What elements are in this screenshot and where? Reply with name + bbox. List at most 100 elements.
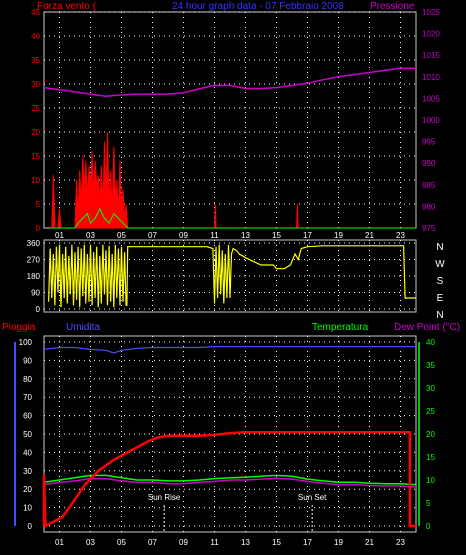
wind-speed-tick: 0 [36, 224, 41, 233]
hour-tick: 01 [55, 538, 64, 547]
hour-tick: 17 [303, 231, 312, 240]
sun-annotations: Sun Rise Sun Set [148, 493, 327, 532]
wind-speed-tick: 10 [31, 176, 40, 185]
hour-tick: 11 [210, 231, 219, 240]
hour-tick: 07 [148, 538, 157, 547]
wind-speed-tick: 5 [36, 200, 41, 209]
direction-tick: 360 [27, 239, 41, 248]
hour-axis-top: 01 03 05 07 09 11 13 15 17 19 21 23 [55, 231, 405, 240]
wind-speed-axis: 0 5 10 15 20 25 30 35 40 45 [31, 8, 40, 233]
hour-tick: 21 [365, 538, 374, 547]
compass-label: S [437, 276, 444, 287]
pressure-label: Pressione [370, 1, 415, 12]
humidity-label: Umidita [66, 322, 100, 333]
direction-tick: 180 [27, 272, 41, 281]
temperature-tick: 0 [426, 522, 431, 531]
wind-speed-tick: 35 [31, 56, 40, 65]
humidity-series [43, 346, 416, 354]
temperature-axis: 0 5 10 15 20 25 30 35 40 [418, 338, 435, 531]
rain-humidity-tick: 30 [23, 467, 32, 476]
hour-tick: 07 [148, 231, 157, 240]
wind-average-series [51, 207, 416, 229]
pressure-tick: 1025 [422, 8, 440, 17]
sunset-label: Sun Set [298, 493, 327, 502]
hour-axis-bottom: 01 03 05 07 09 11 13 15 17 19 21 23 [55, 538, 405, 547]
rain-humidity-grid [14, 336, 416, 532]
hour-tick: 17 [303, 538, 312, 547]
wind-speed-tick: 40 [31, 32, 40, 41]
wind-speed-tick: 25 [31, 104, 40, 113]
rain-humidity-temp-series [42, 346, 417, 529]
hour-tick: 15 [272, 231, 281, 240]
pressure-axis: 975 980 985 990 995 1000 1005 1010 1015 1020 1025 [422, 8, 440, 233]
hour-tick: 03 [86, 538, 95, 547]
pressure-tick: 1010 [422, 73, 440, 82]
wind-speed-tick: 30 [31, 80, 40, 89]
pressure-tick: 1005 [422, 94, 440, 103]
wind-direction-series [48, 244, 416, 308]
hour-tick: 23 [396, 231, 405, 240]
temperature-tick: 20 [426, 430, 435, 439]
hour-tick: 09 [179, 538, 188, 547]
pressure-series [43, 67, 416, 97]
wind-pressure-grid [44, 11, 416, 228]
pressure-tick: 1020 [422, 30, 440, 39]
pressure-tick: 985 [422, 181, 436, 190]
wind-gust-series [51, 131, 299, 229]
temperature-series [43, 474, 417, 486]
pressure-tick: 1000 [422, 116, 440, 125]
dew-point-series [43, 477, 417, 488]
wind-direction-series [48, 244, 416, 308]
hour-tick: 21 [365, 231, 374, 240]
rain-humidity-tick: 70 [23, 393, 32, 402]
temperature-tick: 35 [426, 361, 435, 370]
rain-humidity-tick: 10 [23, 504, 32, 513]
hour-tick: 15 [272, 538, 281, 547]
hour-tick: 13 [241, 538, 250, 547]
hour-tick: 05 [117, 538, 126, 547]
hour-tick: 13 [241, 231, 250, 240]
temperature-tick: 30 [426, 384, 435, 393]
direction-tick: 0 [36, 305, 41, 314]
hour-tick: 01 [55, 231, 64, 240]
temperature-tick: 5 [426, 499, 431, 508]
wind-pressure-series [43, 67, 416, 229]
direction-degree-axis: 0 90 180 270 360 [27, 239, 41, 314]
wind-speed-tick: 15 [31, 152, 40, 161]
pressure-tick: 990 [422, 159, 436, 168]
rain-humidity-tick: 40 [23, 448, 32, 457]
hour-tick: 11 [210, 538, 219, 547]
rain-humidity-axis: 0 10 20 30 40 50 60 70 80 90 100 [19, 338, 33, 531]
pressure-tick: 1015 [422, 51, 440, 60]
temperature-label: Temperatura [312, 322, 369, 333]
rain-humidity-tick: 20 [23, 485, 32, 494]
temperature-tick: 40 [426, 338, 435, 347]
rain-humidity-tick: 90 [23, 356, 32, 365]
sunrise-label: Sun Rise [148, 493, 181, 502]
rain-series [42, 430, 416, 529]
pressure-tick: 980 [422, 202, 436, 211]
rain-humidity-tick: 60 [23, 412, 32, 421]
rain-humidity-tick: 100 [19, 338, 33, 347]
rain-humidity-tick: 80 [23, 375, 32, 384]
wind-speed-tick: 20 [31, 128, 40, 137]
rain-humidity-tick: 50 [23, 430, 32, 439]
hour-tick: 09 [179, 231, 188, 240]
compass-label: N [436, 310, 443, 321]
temperature-tick: 25 [426, 407, 435, 416]
hour-tick: 05 [117, 231, 126, 240]
hour-tick: 03 [86, 231, 95, 240]
hour-tick: 19 [334, 538, 343, 547]
compass-label: W [435, 259, 445, 270]
temperature-tick: 15 [426, 453, 435, 462]
direction-tick: 90 [31, 289, 40, 298]
hour-tick: 23 [396, 538, 405, 547]
compass-label: E [437, 293, 444, 304]
wind-speed-label: Forza vento ( [37, 1, 97, 12]
temperature-tick: 10 [426, 476, 435, 485]
compass-label: N [436, 242, 443, 253]
rain-label: Pioggia [2, 322, 36, 333]
hour-tick: 19 [334, 231, 343, 240]
